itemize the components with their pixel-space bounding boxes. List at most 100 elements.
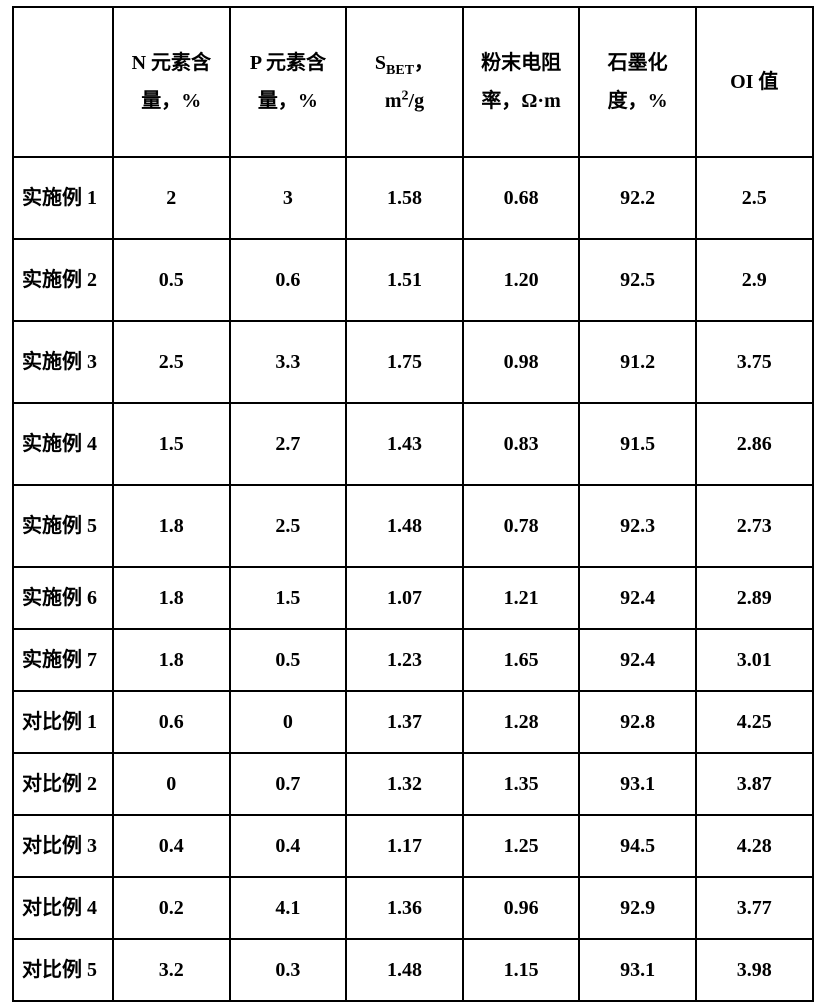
- table-cell: 94.5: [579, 815, 696, 877]
- table-cell: 0.83: [463, 403, 580, 485]
- table-cell: 92.8: [579, 691, 696, 753]
- col-header-n-content: N 元素含量，%: [113, 7, 230, 157]
- table-cell: 1.8: [113, 629, 230, 691]
- table-row: 对比例 10.601.371.2892.84.25: [13, 691, 813, 753]
- table-row: 实施例 71.80.51.231.6592.43.01: [13, 629, 813, 691]
- table-row: 对比例 53.20.31.481.1593.13.98: [13, 939, 813, 1001]
- col-header-n-content-label: N 元素含量，%: [125, 44, 217, 120]
- table-cell: 2.5: [230, 485, 347, 567]
- table-cell: 0.7: [230, 753, 347, 815]
- table-cell: 2.9: [696, 239, 813, 321]
- table-cell: 1.15: [463, 939, 580, 1001]
- table-cell: 0.96: [463, 877, 580, 939]
- table-cell: 1.17: [346, 815, 463, 877]
- col-header-p-content: P 元素含量，%: [230, 7, 347, 157]
- table-cell: 0.2: [113, 877, 230, 939]
- table-cell: 1.35: [463, 753, 580, 815]
- table-cell: 0.3: [230, 939, 347, 1001]
- row-label: 对比例 4: [13, 877, 113, 939]
- table-cell: 4.1: [230, 877, 347, 939]
- table-row: 实施例 1231.580.6892.22.5: [13, 157, 813, 239]
- table-cell: 92.4: [579, 567, 696, 629]
- table-header: N 元素含量，% P 元素含量，% SBET，m2/g 粉末电阻率，Ω·m 石墨…: [13, 7, 813, 157]
- row-label: 实施例 1: [13, 157, 113, 239]
- table-cell: 92.2: [579, 157, 696, 239]
- table-cell: 4.25: [696, 691, 813, 753]
- row-label: 实施例 4: [13, 403, 113, 485]
- table-cell: 0.4: [230, 815, 347, 877]
- table-cell: 2.5: [696, 157, 813, 239]
- table-cell: 2: [113, 157, 230, 239]
- col-header-resistivity: 粉末电阻率，Ω·m: [463, 7, 580, 157]
- col-header-p-content-label: P 元素含量，%: [242, 44, 334, 120]
- row-label: 对比例 3: [13, 815, 113, 877]
- col-header-blank: [13, 7, 113, 157]
- table-row: 实施例 51.82.51.480.7892.32.73: [13, 485, 813, 567]
- table-cell: 3.75: [696, 321, 813, 403]
- table-cell: 1.58: [346, 157, 463, 239]
- table-cell: 2.73: [696, 485, 813, 567]
- col-header-oi: OI 值: [696, 7, 813, 157]
- table-cell: 93.1: [579, 753, 696, 815]
- table-cell: 1.23: [346, 629, 463, 691]
- row-label: 对比例 2: [13, 753, 113, 815]
- col-header-sbet-label: SBET，m2/g: [358, 44, 450, 120]
- col-header-oi-label: OI 值: [730, 63, 778, 101]
- table-cell: 92.4: [579, 629, 696, 691]
- table-cell: 2.86: [696, 403, 813, 485]
- table-cell: 0.5: [113, 239, 230, 321]
- table-cell: 0: [230, 691, 347, 753]
- table-cell: 0.68: [463, 157, 580, 239]
- table-cell: 4.28: [696, 815, 813, 877]
- table-cell: 2.7: [230, 403, 347, 485]
- table-cell: 92.9: [579, 877, 696, 939]
- table-cell: 1.07: [346, 567, 463, 629]
- table-row: 对比例 200.71.321.3593.13.87: [13, 753, 813, 815]
- table-cell: 1.48: [346, 939, 463, 1001]
- table-cell: 0.6: [230, 239, 347, 321]
- table-cell: 1.36: [346, 877, 463, 939]
- table-cell: 1.8: [113, 485, 230, 567]
- table-cell: 0.78: [463, 485, 580, 567]
- table-cell: 92.5: [579, 239, 696, 321]
- table-cell: 1.65: [463, 629, 580, 691]
- row-label: 实施例 2: [13, 239, 113, 321]
- table-cell: 1.5: [113, 403, 230, 485]
- table-cell: 92.3: [579, 485, 696, 567]
- table-cell: 2.89: [696, 567, 813, 629]
- table-row: 实施例 61.81.51.071.2192.42.89: [13, 567, 813, 629]
- table-cell: 3.98: [696, 939, 813, 1001]
- row-label: 实施例 3: [13, 321, 113, 403]
- table-cell: 1.48: [346, 485, 463, 567]
- col-header-resistivity-label: 粉末电阻率，Ω·m: [475, 44, 567, 120]
- table-cell: 91.5: [579, 403, 696, 485]
- table-cell: 93.1: [579, 939, 696, 1001]
- table-cell: 1.28: [463, 691, 580, 753]
- row-label: 实施例 6: [13, 567, 113, 629]
- table-row: 对比例 40.24.11.360.9692.93.77: [13, 877, 813, 939]
- table-cell: 0.98: [463, 321, 580, 403]
- table-cell: 0: [113, 753, 230, 815]
- table-cell: 1.21: [463, 567, 580, 629]
- table-body: 实施例 1231.580.6892.22.5实施例 20.50.61.511.2…: [13, 157, 813, 1001]
- table-cell: 3.87: [696, 753, 813, 815]
- table-header-row: N 元素含量，% P 元素含量，% SBET，m2/g 粉末电阻率，Ω·m 石墨…: [13, 7, 813, 157]
- table-cell: 3.3: [230, 321, 347, 403]
- table-row: 对比例 30.40.41.171.2594.54.28: [13, 815, 813, 877]
- table-cell: 1.32: [346, 753, 463, 815]
- table-cell: 1.8: [113, 567, 230, 629]
- table-cell: 3: [230, 157, 347, 239]
- table-row: 实施例 20.50.61.511.2092.52.9: [13, 239, 813, 321]
- table-row: 实施例 41.52.71.430.8391.52.86: [13, 403, 813, 485]
- table-cell: 1.20: [463, 239, 580, 321]
- table-cell: 3.2: [113, 939, 230, 1001]
- table-cell: 2.5: [113, 321, 230, 403]
- table-cell: 0.6: [113, 691, 230, 753]
- table-cell: 3.01: [696, 629, 813, 691]
- col-header-graphitization: 石墨化度，%: [579, 7, 696, 157]
- row-label: 实施例 7: [13, 629, 113, 691]
- col-header-graphitization-label: 石墨化度，%: [592, 44, 684, 120]
- row-label: 实施例 5: [13, 485, 113, 567]
- table-cell: 1.5: [230, 567, 347, 629]
- row-label: 对比例 5: [13, 939, 113, 1001]
